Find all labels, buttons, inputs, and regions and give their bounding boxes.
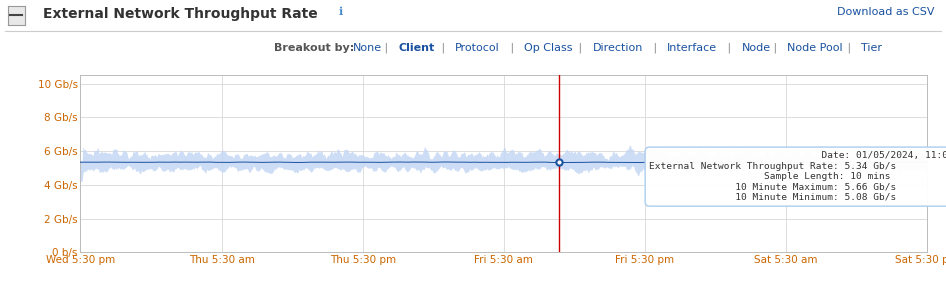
Text: |: | [507, 43, 517, 53]
Text: |: | [844, 43, 855, 53]
Text: |: | [770, 43, 780, 53]
Text: Protocol: Protocol [455, 43, 499, 53]
Text: |: | [438, 43, 448, 53]
Text: Interface: Interface [667, 43, 717, 53]
Text: Breakout by:: Breakout by: [274, 43, 355, 53]
Text: Tier: Tier [861, 43, 883, 53]
Text: |: | [575, 43, 586, 53]
Text: External Network Throughput Rate: External Network Throughput Rate [43, 7, 317, 21]
Text: None: None [353, 43, 382, 53]
Text: Download as CSV: Download as CSV [837, 7, 935, 17]
Text: Node Pool: Node Pool [787, 43, 842, 53]
Text: Date: 01/05/2024, 11:02 am (IST)
External Network Throughput Rate: 5.34 Gb/s
   : Date: 01/05/2024, 11:02 am (IST) Externa… [649, 151, 946, 202]
Text: Node: Node [742, 43, 771, 53]
Text: |: | [725, 43, 735, 53]
Text: ℹ: ℹ [339, 7, 342, 17]
Text: Direction: Direction [592, 43, 642, 53]
Text: Op Class: Op Class [524, 43, 572, 53]
Text: |: | [381, 43, 392, 53]
Text: |: | [650, 43, 660, 53]
Text: Client: Client [398, 43, 434, 53]
